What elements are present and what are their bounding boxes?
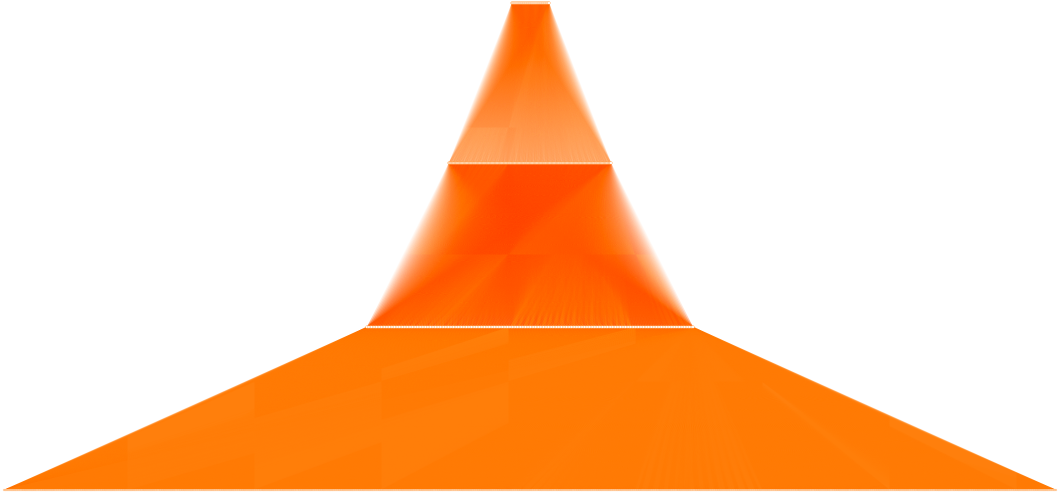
node: [610, 162, 613, 165]
layer-1-nodes: [511, 2, 551, 5]
node: [548, 2, 551, 5]
layer-3-nodes: [366, 326, 695, 329]
node: [692, 326, 695, 329]
node: [1055, 489, 1057, 491]
layer-4-nodes: [3, 489, 1057, 491]
layer-2-nodes: [448, 162, 613, 165]
